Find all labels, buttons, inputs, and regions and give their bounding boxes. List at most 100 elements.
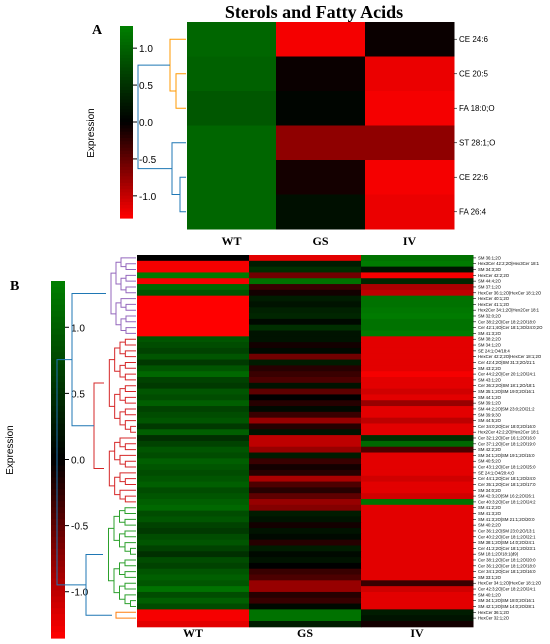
- panel-b-colorbar-segment: [51, 281, 65, 288]
- panel-b-colorbar-segment: [51, 322, 65, 330]
- panel-a-colorbar-segment: [120, 32, 133, 37]
- panel-b-dendrogram-branch: [119, 454, 136, 465]
- panel-b-cell: [249, 568, 362, 576]
- panel-b-colorbar-segment: [51, 560, 65, 568]
- panel-b-colorbar-segment: [51, 572, 65, 580]
- panel-b-cell: [361, 284, 474, 291]
- panel-b-row-label: SM 41:3;2O: [478, 331, 502, 336]
- panel-b-cell: [249, 411, 362, 419]
- panel-b-dendrogram-branch: [108, 450, 115, 487]
- panel-b-row-label: SM 43:1;2O: [478, 377, 502, 382]
- panel-a-colorbar-segment: [120, 48, 133, 53]
- panel-b-cell: [361, 464, 474, 471]
- panel-b-row-label: Cer 38:2;2O|Cer 18:2;2O/18:0: [478, 319, 536, 324]
- panel-b-cell: [137, 353, 250, 361]
- panel-a-column-label: IV: [403, 234, 417, 248]
- panel-b-cell: [361, 597, 474, 605]
- panel-b-dendrogram-branch: [115, 611, 136, 619]
- panel-b-cell: [361, 301, 474, 308]
- panel-b-cell: [249, 301, 362, 308]
- panel-b-cell: [249, 609, 362, 616]
- panel-a-colorbar-segment: [120, 170, 133, 174]
- panel-a-colorbar-segment: [120, 141, 133, 145]
- panel-a-cell: [276, 91, 366, 126]
- panel-b-cell: [249, 499, 362, 506]
- panel-a-cell: [276, 22, 366, 57]
- panel-b-row-label: HexCer 34:1;2O|HexCer 18:1;2O: [478, 581, 542, 586]
- panel-b-dendrogram-branch: [124, 530, 136, 538]
- panel-b-cell: [249, 330, 362, 337]
- panel-b-dendrogram-branch: [108, 359, 115, 407]
- panel-b-row-label: Cer 44:2;2O|Cer 20:1;2O/24:1: [478, 372, 536, 377]
- panel-b-cell: [249, 365, 362, 372]
- panel-b-dendrogram-branch: [71, 292, 106, 427]
- panel-b-dendrogram-branch: [124, 518, 136, 526]
- panel-b-row-label: Cer 35:1;2O|Cer 18:1;2O/17:0: [478, 482, 536, 487]
- panel-b-dendrogram-branch: [125, 263, 136, 271]
- panel-b-dendrogram-branch: [120, 318, 126, 332]
- panel-b-cell: [249, 446, 362, 454]
- panel-b-row-label: HexCer 36:1;2O|HexCer 18:1;2O: [478, 290, 542, 295]
- panel-b-cell: [361, 406, 474, 413]
- panel-b-cell: [361, 475, 474, 483]
- panel-b-dendrogram-branch: [124, 478, 136, 485]
- panel-b-row-label: SM 35:1;2O|SM 19:0;2O/16:1: [478, 389, 535, 394]
- panel-b-colorbar-segment: [51, 626, 65, 633]
- panel-b-colorbar-segment: [51, 596, 65, 603]
- panel-a-cell: [365, 160, 455, 195]
- panel-a-colorbar-segment: [120, 96, 133, 101]
- panel-b-cell: [137, 301, 250, 308]
- panel-a-cell: [187, 22, 277, 57]
- panel-b-cell: [137, 568, 250, 576]
- panel-b-row-label: Cer 32:1;2O|Cer 16:1;2O/16:0: [478, 436, 536, 441]
- panel-b-row-label: HexCer 42:2;2O: [478, 273, 510, 278]
- panel-b-cell: [361, 272, 474, 279]
- panel-a-colorbar-segment: [120, 202, 133, 206]
- panel-b-cell: [361, 452, 474, 459]
- panel-b-dendrogram-branch: [124, 542, 136, 552]
- panel-b-dendrogram-branch: [114, 441, 120, 461]
- panel-a-colorbar-segment: [120, 80, 133, 85]
- panel-b-colorbar-segment: [51, 530, 65, 538]
- panel-b-cell: [361, 255, 474, 262]
- panel-b-dendrogram-branch: [124, 443, 136, 451]
- panel-b-row-label: Cer 42:3;2O|Cer 18:2;2O/24:1: [478, 587, 536, 592]
- panel-b-cell: [249, 347, 362, 355]
- panel-b-cell: [249, 452, 362, 459]
- panel-b-cell: [361, 371, 474, 378]
- panel-b-cell: [249, 539, 362, 546]
- panel-a-colorbar-segment: [120, 67, 133, 72]
- panel-b-colorbar-segment: [51, 608, 65, 615]
- panel-b-cell: [137, 522, 250, 529]
- panel-b-colorbar-segment: [51, 602, 65, 609]
- panel-b-cell: [137, 586, 250, 593]
- panel-b-colorbar-segment: [51, 334, 65, 342]
- panel-b-dendrogram-branch: [115, 302, 121, 326]
- panel-b-cell: [249, 574, 362, 581]
- panel-a-row-label: CE 22:6: [459, 173, 488, 182]
- panel-b-cell: [137, 394, 250, 401]
- panel-b-cell: [361, 278, 474, 285]
- panel-b-colorbar-segment: [51, 536, 65, 544]
- panel-a-dendrogram-branch: [137, 64, 172, 170]
- panel-b-cell: [249, 487, 362, 494]
- panel-b-cell: [361, 394, 474, 401]
- panel-b-colorbar-tick-label: -0.5: [71, 522, 89, 533]
- panel-b-colorbar-segment: [51, 566, 65, 574]
- panel-b-cell: [249, 336, 362, 343]
- panel-b-row-label: SM 40:1;2O: [478, 592, 502, 597]
- panel-b-colorbar-segment: [51, 471, 65, 478]
- panel-a-colorbar-ticks: 1.0 0.5 0.0 -0.5 -1.0: [133, 44, 157, 203]
- panel-b-cell: [137, 272, 250, 279]
- panel-a-colorbar-segment: [120, 166, 133, 171]
- panel-b-row-label: Cer 43:1;2O|Cer 18:1;2O/25:0: [478, 465, 536, 470]
- panel-b-dendrogram-branch: [119, 489, 136, 500]
- panel-a-heatmap-cells: [187, 22, 455, 230]
- panel-b-dendrogram-branch: [124, 594, 136, 605]
- panel-a-colorbar-segment: [120, 83, 133, 88]
- panel-b-cell: [361, 510, 474, 517]
- panel-b-dendrogram-branch: [119, 411, 126, 426]
- panel-a-colorbar-segment: [120, 195, 133, 200]
- panel-a-colorbar-segment: [120, 173, 133, 177]
- panel-a-colorbar-segment: [120, 182, 133, 187]
